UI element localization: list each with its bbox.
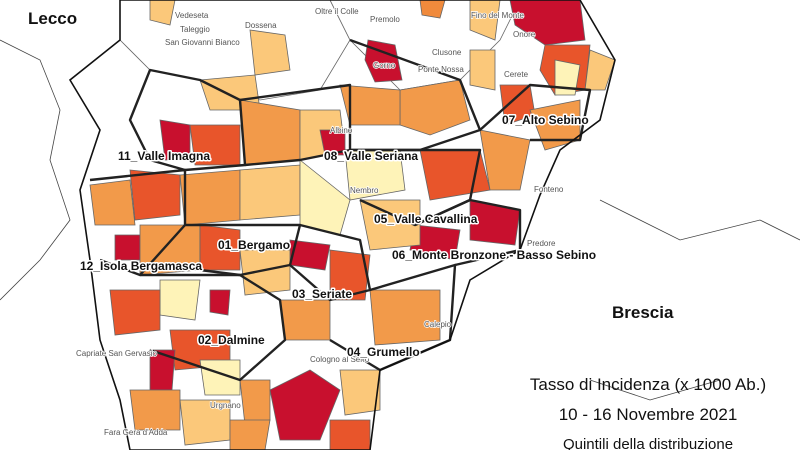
municipality-name: Cologno al Serio <box>310 355 370 364</box>
legend-title: Tasso di Incidenza (x 1000 Ab.) <box>530 375 766 394</box>
legend: Tasso di Incidenza (x 1000 Ab.) 10 - 16 … <box>530 375 766 450</box>
municipality-name: Albino <box>330 126 353 135</box>
municipality-name: Predore <box>527 239 556 248</box>
district-label: 03_Seriate <box>292 287 352 301</box>
municipality-name: Capriate San Gervasio <box>76 349 157 358</box>
municipality-name: Oltre il Colle <box>315 7 359 16</box>
municipality-name: Ponte Nossa <box>418 65 464 74</box>
municipality-name: Vedeseta <box>175 11 209 20</box>
district-label: 04_Grumello <box>347 345 420 359</box>
district-label: 07_Alto Sebino <box>502 113 589 127</box>
municipality-name: Fara Gera d'Adda <box>104 428 168 437</box>
municipality-name: Dossena <box>245 21 277 30</box>
region-label: Brescia <box>612 303 674 322</box>
municipality-names: Vedeseta Taleggio San Giovanni Bianco Do… <box>75 6 564 438</box>
municipality-name: Fonteno <box>534 185 564 194</box>
district-labels: 11_Valle Imagna 08_Valle Seriana 07_Alto… <box>79 112 598 361</box>
municipality-name: Cerete <box>504 70 529 79</box>
district-label: 05_Valle Cavallina <box>374 212 478 226</box>
municipality-name: Taleggio <box>180 25 210 34</box>
municipality-name: Fino del Monte <box>471 11 524 20</box>
external-boundaries <box>0 39 800 401</box>
municipality-name: Urgnano <box>210 401 241 410</box>
district-label: 12_Isola Bergamasca <box>80 259 202 273</box>
legend-subtitle: Quintili della distribuzione <box>563 436 733 450</box>
district-label: 02_Dalmine <box>198 333 265 347</box>
municipality-name: Gorno <box>373 61 396 70</box>
district-label: 06_Monte Bronzone - Basso Sebino <box>392 248 596 262</box>
municipality-name: Premolo <box>370 15 400 24</box>
municipality-name: Clusone <box>432 48 462 57</box>
municipality-name: Onore <box>513 30 536 39</box>
district-label: 01_Bergamo <box>218 238 290 252</box>
municipality-name: San Giovanni Bianco <box>165 38 240 47</box>
district-boundaries <box>68 0 616 450</box>
district-label: 08_Valle Seriana <box>324 149 418 163</box>
legend-period: 10 - 16 Novembre 2021 <box>559 405 738 424</box>
municipality-name: Calepio <box>424 320 452 329</box>
municipalities <box>89 0 616 450</box>
region-label: Lecco <box>28 9 77 28</box>
municipality-name: Nembro <box>350 186 379 195</box>
district-label: 11_Valle Imagna <box>118 149 210 163</box>
